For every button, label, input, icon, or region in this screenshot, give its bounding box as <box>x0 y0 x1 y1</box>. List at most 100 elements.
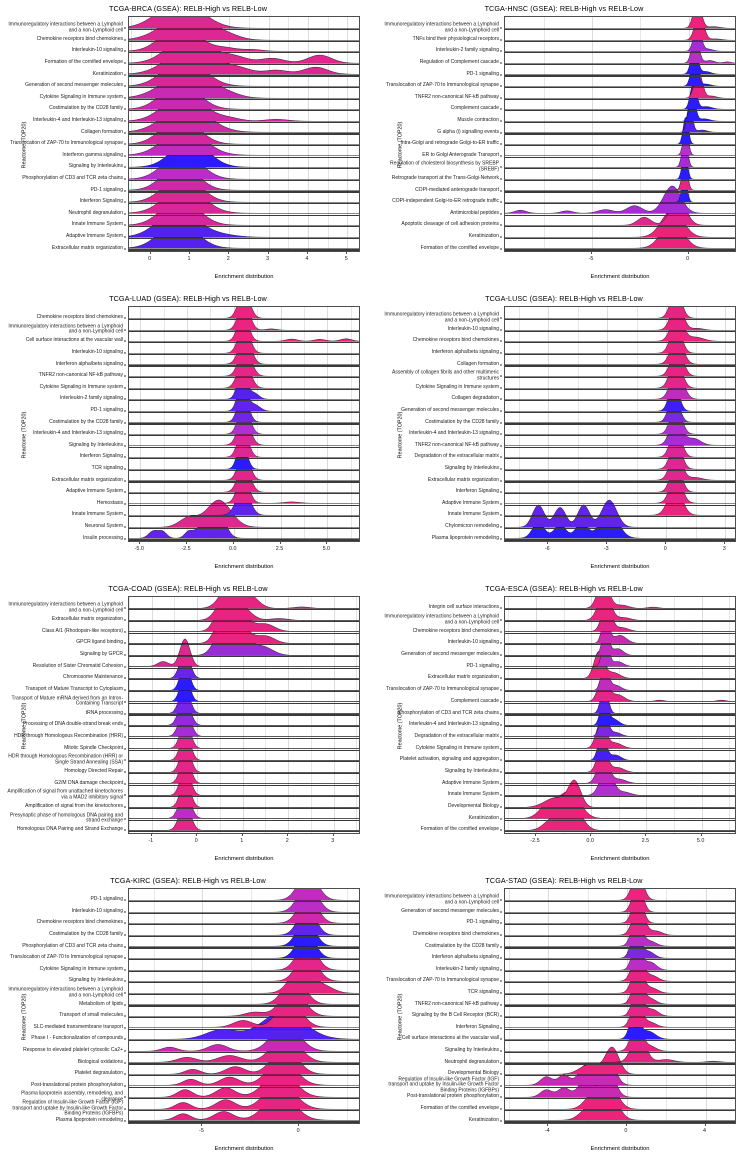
ridge-row <box>505 105 735 135</box>
ridge-baseline <box>129 667 359 669</box>
y-tick-label: Cytokine Signaling in Immune system <box>415 744 499 751</box>
ridge-baseline <box>129 98 359 100</box>
y-tick-label: Signaling by Interleukins <box>68 441 123 448</box>
y-tick-label: PD-1 signaling <box>90 407 123 414</box>
y-tick-label: Plasma lipoprotein remodeling <box>55 1116 123 1123</box>
ridge-row <box>505 221 735 251</box>
y-tick-label: PD-1 signaling <box>466 662 499 669</box>
ridge-density-curve <box>505 151 735 180</box>
ridge-row <box>129 1069 359 1100</box>
y-tick-label: TNFs bind their physiological receptors <box>412 35 499 42</box>
ridge-baseline <box>129 29 359 31</box>
ridge-baseline <box>505 819 735 821</box>
ridge-row <box>505 441 735 471</box>
ridge-baseline <box>505 761 735 763</box>
y-tick-label: Signaling by GPCR <box>79 651 123 658</box>
y-tick-mark <box>500 1038 502 1040</box>
ridge-density-curve <box>505 116 735 145</box>
y-tick-mark <box>124 980 126 982</box>
ridge-row <box>505 371 735 402</box>
ridge-baseline <box>129 772 359 774</box>
ridge-baseline <box>129 191 359 193</box>
ridge-density-curve <box>505 988 735 1017</box>
ridge-baseline <box>505 1051 735 1053</box>
ridge-baseline <box>129 1086 359 1088</box>
x-tick-mark <box>704 1124 706 1126</box>
y-tick-mark <box>124 818 126 820</box>
y-tick-label: Adaptive Immune System <box>442 499 499 506</box>
x-tick-mark <box>196 834 197 836</box>
ridge-baseline <box>505 133 735 135</box>
ridge-row <box>129 977 359 1007</box>
y-tick-label: Costimulation by the CD28 family <box>49 931 123 938</box>
y-tick-label: Cell surface interactions at the vascula… <box>401 1035 499 1042</box>
y-tick-label: Collagen formation <box>457 360 499 367</box>
plot-area <box>504 888 736 1124</box>
ridge-density-curve <box>505 732 735 761</box>
ridge-row <box>505 360 735 390</box>
y-tick-label: Signaling by Interleukins <box>68 163 123 170</box>
y-tick-mark <box>124 713 126 715</box>
y-tick-label: Retrograde transport at the Trans-Golgi-… <box>391 175 499 182</box>
y-tick-label: Immunoregulatory interactions between a … <box>8 323 123 335</box>
x-tick-mark <box>139 542 140 544</box>
ridge-baseline <box>505 808 735 810</box>
ridge-row <box>505 307 735 332</box>
ridge-row <box>129 953 359 984</box>
ridge-row <box>129 889 359 903</box>
y-tick-label: Chemokine receptors bind chemokines <box>412 337 499 344</box>
ridge-row <box>129 744 359 774</box>
y-tick-label: Keratinization <box>468 233 499 240</box>
y-tick-mark <box>500 526 502 528</box>
y-tick-label: Extracellular matrix organization <box>427 476 499 483</box>
ridge-baseline <box>505 1109 735 1111</box>
y-tick-mark <box>124 992 126 994</box>
ridge-row <box>505 139 735 170</box>
y-tick-mark <box>500 445 502 447</box>
x-axis-ticks: -1 0 1 2 3 <box>128 834 360 850</box>
ridge-baseline <box>505 342 735 344</box>
y-tick-label: COPI-independent Golgi-to-ER retrograde … <box>392 198 499 205</box>
y-tick-label: Post-translational protein phosphorylati… <box>407 1093 499 1100</box>
ridge-density-curve <box>505 779 735 808</box>
ridge-density-curve <box>505 597 735 609</box>
y-tick-label: Immunoregulatory interactions between a … <box>384 21 499 34</box>
plot-area <box>128 888 360 1124</box>
ridge-density-curve <box>505 615 735 644</box>
plot-area <box>128 596 360 834</box>
y-tick-mark <box>500 155 502 157</box>
ridge-baseline <box>129 784 359 786</box>
ridge-baseline <box>129 901 359 903</box>
ridge-row <box>129 395 359 425</box>
y-tick-label: Costimulation by the CD28 family <box>49 105 123 112</box>
ridge-density-curve <box>129 1093 359 1121</box>
y-tick-label: TNFR2 non-canonical NF-kB pathway <box>38 372 123 379</box>
ridge-baseline <box>505 516 735 518</box>
y-tick-mark <box>124 934 126 936</box>
plot-area <box>504 596 736 834</box>
y-tick-label: Insulin processing <box>82 534 123 541</box>
y-tick-label: Degradation of the extracellular matrix <box>414 733 500 740</box>
y-tick-label: Innate Immune System <box>447 511 499 518</box>
ridge-baseline <box>129 527 359 529</box>
y-tick-label: Integrin cell surface interactions <box>428 604 499 611</box>
y-tick-mark <box>500 783 502 785</box>
ridge-row <box>505 597 735 611</box>
y-tick-label: Phosphorylation of CD3 and TCR zeta chai… <box>22 942 123 949</box>
y-tick-label: Adaptive Immune System <box>442 779 499 786</box>
ridge-density-curve <box>505 58 735 87</box>
ridge-baseline <box>505 901 735 903</box>
ridge-baseline <box>129 423 359 425</box>
y-tick-mark <box>500 1062 502 1064</box>
y-tick-mark <box>124 1038 126 1040</box>
y-tick-label: Homology Directed Repair <box>64 768 123 775</box>
ridge-row <box>129 441 359 471</box>
y-tick-mark <box>500 911 502 913</box>
ridge-baseline <box>129 342 359 344</box>
y-tick-mark <box>124 1004 126 1006</box>
ridge-row <box>129 499 359 529</box>
plot-area <box>504 16 736 252</box>
ridge-density-curve <box>505 720 735 749</box>
ridge-density-curve <box>129 1058 359 1086</box>
y-tick-mark <box>500 922 502 924</box>
